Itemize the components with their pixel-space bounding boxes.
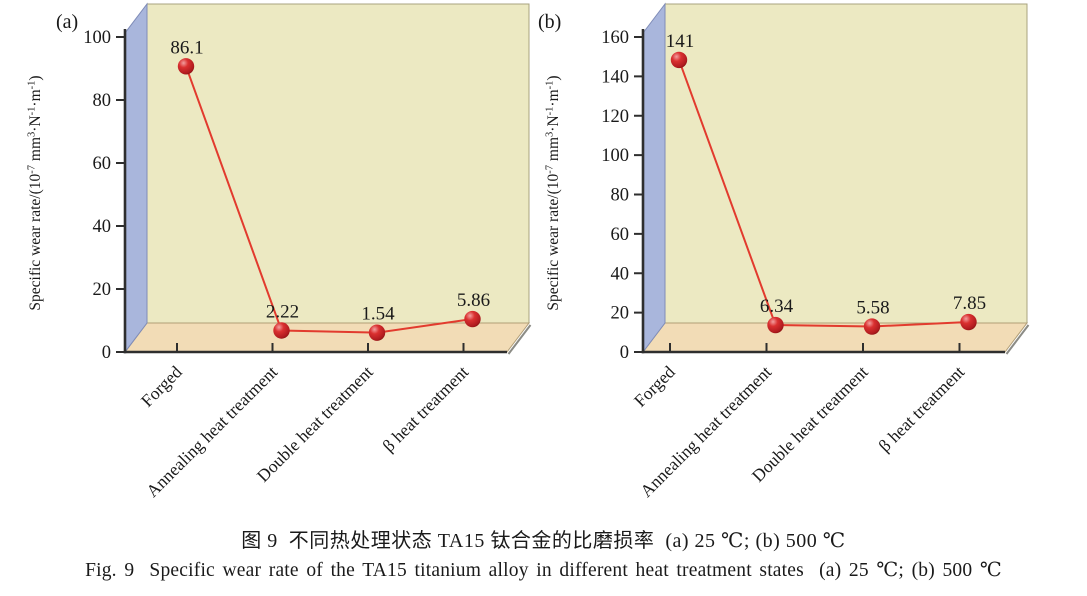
data-point-sphere [368, 324, 386, 341]
y-tick-label: 100 [83, 28, 111, 48]
y-tick-label: 120 [601, 107, 629, 127]
floor-plane [123, 322, 531, 353]
point-value-label: 86.1 [170, 37, 203, 58]
panel-label: (b) [538, 11, 561, 33]
y-tick-label: 0 [102, 343, 111, 363]
point-value-label: 5.86 [457, 290, 490, 311]
left-wall [124, 2, 148, 354]
x-tick-label: Forged [630, 362, 679, 411]
point-value-label: 2.22 [266, 302, 299, 323]
y-tick-label: 100 [601, 146, 629, 166]
point-value-label: 5.58 [856, 298, 889, 319]
x-tick-label: Forged [137, 362, 186, 411]
y-axis-title: Specific wear rate/(10-7 mm3·N-1·m-1) [27, 75, 45, 310]
caption-english: Fig. 9 Specific wear rate of the TA15 ti… [85, 560, 1002, 581]
point-value-label: 1.54 [361, 304, 395, 325]
x-tick-label: β heat treatment [378, 362, 472, 456]
data-point-sphere [464, 310, 481, 328]
data-line [185, 65, 473, 334]
panel-label: (a) [56, 11, 78, 33]
y-tick-label: 40 [93, 217, 112, 237]
y-tick-label: 160 [601, 28, 629, 48]
y-tick-label: 0 [620, 343, 629, 363]
y-axis-title: Specific wear rate/(10-7 mm3·N-1·m-1) [545, 75, 563, 310]
floor-shadow-edge [507, 324, 532, 355]
y-tick-label: 20 [611, 304, 630, 324]
x-tick-label: β heat treatment [874, 362, 968, 456]
y-tick-label: 20 [93, 280, 112, 300]
back-wall [146, 3, 530, 324]
y-tick-label: 60 [93, 154, 112, 174]
point-value-label: 141 [666, 31, 695, 52]
y-tick-label: 140 [601, 67, 629, 87]
point-value-label: 6.34 [760, 296, 794, 317]
data-point-sphere [273, 322, 290, 339]
left-wall [642, 2, 666, 354]
data-line [678, 59, 969, 328]
floor-shadow-edge [1005, 324, 1030, 355]
data-point-sphere [960, 313, 977, 331]
y-tick-label: 40 [611, 264, 630, 284]
point-value-label: 7.85 [953, 293, 986, 314]
y-tick-label: 60 [611, 225, 630, 245]
data-point-sphere [670, 51, 688, 69]
data-point-sphere [767, 316, 784, 334]
data-point-sphere [863, 318, 881, 335]
data-point-sphere [177, 58, 195, 75]
caption-chinese: 图 9 不同热处理状态 TA15 钛合金的比磨损率 (a) 25 ℃; (b) … [241, 530, 846, 552]
back-wall [664, 3, 1028, 324]
y-tick-label: 80 [93, 91, 112, 111]
y-tick-label: 80 [611, 186, 630, 206]
